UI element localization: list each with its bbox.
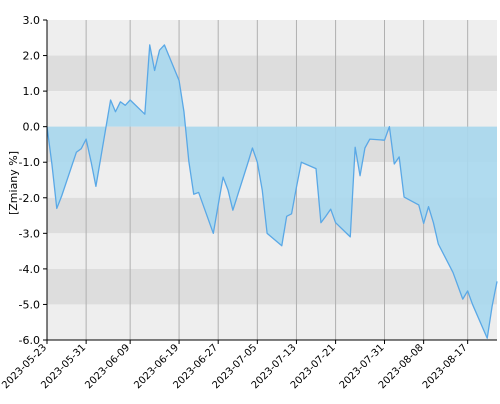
data-point <box>257 161 259 163</box>
y-tick-label: 0.0 <box>23 121 41 134</box>
y-tick-label: -4.0 <box>19 263 40 276</box>
data-point <box>330 208 332 210</box>
data-point <box>472 304 474 306</box>
y-tick-label: -5.0 <box>19 298 40 311</box>
background-band <box>47 233 497 269</box>
data-point <box>266 233 268 235</box>
data-point <box>56 208 58 210</box>
data-point <box>398 156 400 158</box>
x-tick-label: 2023-06-09 <box>83 342 132 391</box>
data-point <box>496 281 498 283</box>
data-point <box>423 223 425 225</box>
data-point <box>178 80 180 82</box>
data-point <box>291 213 293 215</box>
data-point <box>354 146 356 148</box>
data-point <box>76 151 78 153</box>
data-point <box>90 161 92 163</box>
data-point <box>467 290 469 292</box>
y-tick-label: -1.0 <box>19 156 40 169</box>
y-tick-label: 3.0 <box>23 14 41 27</box>
background-band <box>47 268 497 305</box>
data-point <box>349 236 351 238</box>
y-tick-label: -3.0 <box>19 227 40 240</box>
data-point <box>364 147 366 149</box>
data-point <box>149 44 151 46</box>
data-point <box>217 204 219 206</box>
data-point <box>227 189 229 191</box>
y-tick-labels: 3.0 2.0 1.0 0.0 -1.0 -2.0 -3.0 -4.0 -5.0 -6.0 <box>19 14 40 347</box>
data-point <box>51 163 53 165</box>
background-band <box>47 20 497 56</box>
data-point <box>252 147 254 149</box>
data-point <box>286 215 288 217</box>
series-area-fill <box>47 44 497 339</box>
data-point <box>124 105 126 107</box>
background-band <box>47 304 497 340</box>
background-band <box>47 55 497 92</box>
data-point <box>95 186 97 188</box>
data-point <box>462 298 464 300</box>
series-line <box>46 44 498 339</box>
data-point <box>428 206 430 208</box>
data-point <box>159 49 161 51</box>
data-point <box>85 138 87 140</box>
data-point <box>232 209 234 211</box>
data-point <box>120 101 122 103</box>
data-point <box>433 222 435 224</box>
data-point <box>418 204 420 206</box>
data-point <box>359 175 361 177</box>
data-point <box>301 161 303 163</box>
data-point <box>115 111 117 113</box>
data-point <box>247 163 249 165</box>
data-point <box>389 126 391 128</box>
data-point <box>335 222 337 224</box>
data-point <box>154 70 156 72</box>
data-point <box>61 195 63 197</box>
data-point <box>452 272 454 274</box>
data-point <box>320 222 322 224</box>
data-point <box>193 193 195 195</box>
y-tick-label: 2.0 <box>23 50 41 63</box>
data-point <box>129 99 131 101</box>
data-point <box>393 163 395 165</box>
data-point <box>198 192 200 194</box>
data-point <box>315 168 317 170</box>
data-point <box>183 111 185 113</box>
y-tick-label: -2.0 <box>19 192 40 205</box>
y-tick-label: 1.0 <box>23 85 41 98</box>
data-point <box>261 189 263 191</box>
data-point <box>164 44 166 46</box>
data-point <box>144 113 146 115</box>
x-tick-label: 2023-08-17 <box>421 342 470 391</box>
data-point <box>188 161 190 163</box>
data-point <box>80 148 82 150</box>
data-point <box>486 337 488 339</box>
data-point <box>491 305 493 307</box>
data-point <box>325 215 327 217</box>
data-point <box>281 245 283 247</box>
data-point <box>222 176 224 178</box>
data-point <box>384 139 386 141</box>
data-point <box>369 138 371 140</box>
data-point <box>403 196 405 198</box>
data-point <box>438 243 440 245</box>
data-point <box>213 233 215 235</box>
data-point <box>296 186 298 188</box>
y-tick-label: -6.0 <box>19 334 40 347</box>
axes <box>43 19 497 344</box>
data-point <box>110 99 112 101</box>
y-axis-label: [Zmiany %] <box>7 151 20 215</box>
